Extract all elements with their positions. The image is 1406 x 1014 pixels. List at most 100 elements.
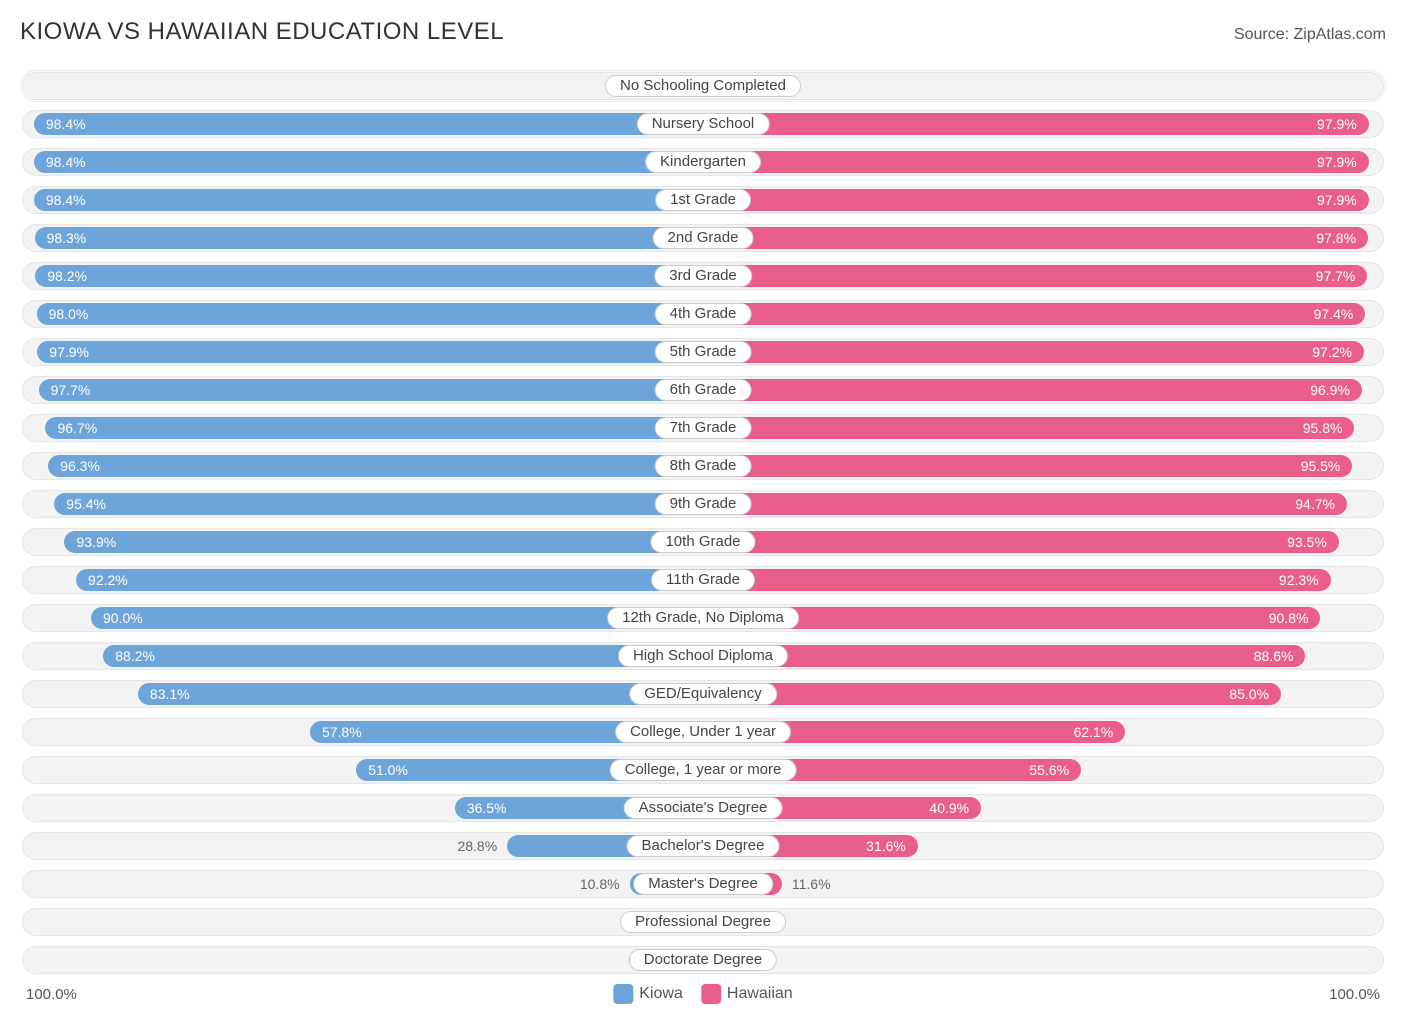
source-name: ZipAtlas.com [1294,26,1386,43]
right-half: 97.9% [703,187,1383,213]
right-value: 40.9% [929,800,969,816]
right-half: 2.2% [703,73,1383,99]
right-value: 97.9% [1317,116,1357,132]
left-bar [37,303,703,325]
chart-row: 98.4% 97.9%1st Grade [22,186,1384,214]
left-bar [39,379,703,401]
right-bar [703,683,1281,705]
left-bar [45,417,703,439]
left-half: 36.5% [23,795,703,821]
right-value: 55.6% [1029,762,1069,778]
category-label: Professional Degree [620,911,786,933]
right-half: 31.6% [703,833,1383,859]
category-label: Kindergarten [645,151,761,173]
right-half: 97.2% [703,339,1383,365]
left-half: 95.4% [23,491,703,517]
chart-row: 57.8% 62.1% College, Under 1 year [22,718,1384,746]
left-value: 97.7% [51,382,91,398]
right-half: 92.3% [703,567,1383,593]
left-bar [35,227,703,249]
right-value: 97.4% [1314,306,1354,322]
category-label: Nursery School [637,113,770,135]
left-half: 96.7% [23,415,703,441]
right-bar [703,531,1339,553]
right-half: 96.9% [703,377,1383,403]
legend-item-left: Kiowa [613,984,683,1004]
left-value: 98.4% [46,116,86,132]
left-value: 98.3% [47,230,87,246]
left-half: 98.4% [23,187,703,213]
left-half: 57.8% [23,719,703,745]
right-half: 97.9% [703,149,1383,175]
chart-row: 10.8%11.6%Master's Degree [22,870,1384,898]
left-value: 98.2% [47,268,87,284]
category-label: 9th Grade [655,493,752,515]
left-bar [37,341,703,363]
left-value: 96.3% [60,458,100,474]
left-value: 98.4% [46,192,86,208]
chart-row: 98.4% 97.9% Nursery School [22,110,1384,138]
header: KIOWA VS HAWAIIAN EDUCATION LEVEL Source… [20,18,1386,46]
right-half: 93.5% [703,529,1383,555]
category-label: 8th Grade [655,455,752,477]
left-bar [34,189,703,211]
chart-row: 98.4% 97.9%Kindergarten [22,148,1384,176]
category-label: Master's Degree [633,873,773,895]
right-value: 95.5% [1301,458,1341,474]
right-half: 97.8% [703,225,1383,251]
left-value: 98.4% [46,154,86,170]
right-value: 93.5% [1287,534,1327,550]
category-label: 11th Grade [651,569,755,591]
legend-label-left: Kiowa [639,985,683,1003]
right-bar [703,569,1331,591]
category-label: 10th Grade [650,531,755,553]
left-half: 3.1% [23,909,703,935]
left-value: 83.1% [150,686,190,702]
right-half: 85.0% [703,681,1383,707]
left-value: 90.0% [103,610,143,626]
chart-row: 28.8%31.6%Bachelor's Degree [22,832,1384,860]
legend: Kiowa Hawaiian [613,984,792,1004]
chart-row: 1.5%1.5%Doctorate Degree [22,946,1384,974]
chart-row: 83.1% 85.0% GED/Equivalency [22,680,1384,708]
right-value: 85.0% [1229,686,1269,702]
category-label: 4th Grade [655,303,752,325]
legend-swatch-right [701,984,721,1004]
left-half: 98.2% [23,263,703,289]
right-value: 62.1% [1074,724,1114,740]
category-label: College, Under 1 year [615,721,791,743]
right-bar [703,493,1347,515]
category-label: 1st Grade [655,189,751,211]
category-label: Doctorate Degree [629,949,777,971]
right-value: 92.3% [1279,572,1319,588]
chart-row: 1.6%2.2%No Schooling Completed [22,72,1384,100]
left-half: 88.2% [23,643,703,669]
source-credit: Source: ZipAtlas.com [1234,26,1386,44]
right-half: 95.8% [703,415,1383,441]
category-label: 7th Grade [655,417,752,439]
left-half: 98.0% [23,301,703,327]
right-bar [703,379,1362,401]
right-value: 90.8% [1269,610,1309,626]
chart-row: 98.0% 97.4% 4th Grade [22,300,1384,328]
chart-row: 96.3% 95.5% 8th Grade [22,452,1384,480]
left-half: 1.6% [23,73,703,99]
right-bar [703,113,1369,135]
category-label: 2nd Grade [653,227,754,249]
right-bar [703,341,1364,363]
left-bar [34,151,703,173]
chart-row: 51.0% 55.6% College, 1 year or more [22,756,1384,784]
chart-row: 3.1%3.4%Professional Degree [22,908,1384,936]
right-value: 31.6% [866,838,906,854]
right-value: 97.7% [1316,268,1356,284]
category-label: GED/Equivalency [629,683,777,705]
right-half: 94.7% [703,491,1383,517]
right-bar [703,151,1369,173]
left-bar [138,683,703,705]
chart-row: 88.2%88.6%High School Diploma [22,642,1384,670]
category-label: College, 1 year or more [610,759,797,781]
left-half: 92.2% [23,567,703,593]
chart-row: 93.9%93.5%10th Grade [22,528,1384,556]
left-half: 51.0% [23,757,703,783]
left-half: 98.4% [23,111,703,137]
